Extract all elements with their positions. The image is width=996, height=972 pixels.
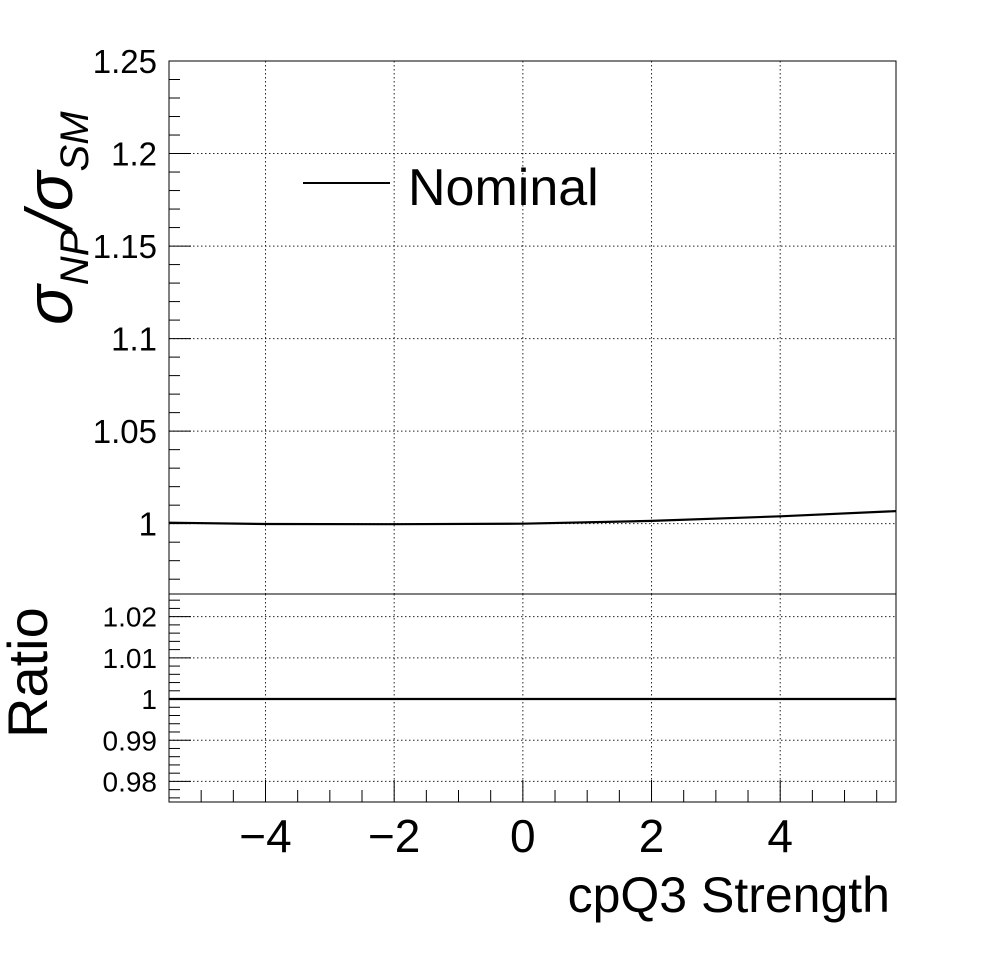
y-tick-label: 1.15 (93, 228, 157, 265)
y-tick-label: 1.02 (103, 602, 158, 633)
x-tick-label: 0 (510, 810, 536, 862)
plot-frame (168, 593, 897, 803)
y-tick-label: 1.25 (93, 43, 157, 80)
y-tick-label: 1.1 (111, 320, 157, 357)
series-nominal-line (168, 510, 897, 526)
main-y-axis-label: σNP/σSM (12, 111, 97, 325)
y-tick-label: 1.2 (111, 135, 157, 172)
x-tick-label: −2 (368, 810, 420, 862)
plot-frame (168, 60, 897, 595)
legend: Nominal (303, 159, 599, 217)
x-tick-label: 4 (767, 810, 793, 862)
y-tick-label: 1.01 (103, 643, 158, 674)
x-axis-label: cpQ3 Strength (568, 867, 890, 923)
y-tick-label: 0.98 (103, 766, 158, 797)
y-tick-label: 1.05 (93, 413, 157, 450)
y-tick-label: 0.99 (103, 725, 158, 756)
y-tick-label: 1 (141, 684, 157, 715)
x-tick-label: −4 (239, 810, 291, 862)
ratio-y-axis-label: Ratio (0, 607, 59, 738)
x-tick-label: 2 (639, 810, 665, 862)
main-panel: 1 1.05 1.1 1.15 1.2 1.25 (93, 43, 897, 595)
ratio-panel: 0.98 0.99 1 1.01 1.02 −4 −2 0 2 4 (103, 593, 897, 862)
y-tick-label: 1 (139, 506, 157, 543)
legend-label-nominal: Nominal (408, 159, 599, 217)
